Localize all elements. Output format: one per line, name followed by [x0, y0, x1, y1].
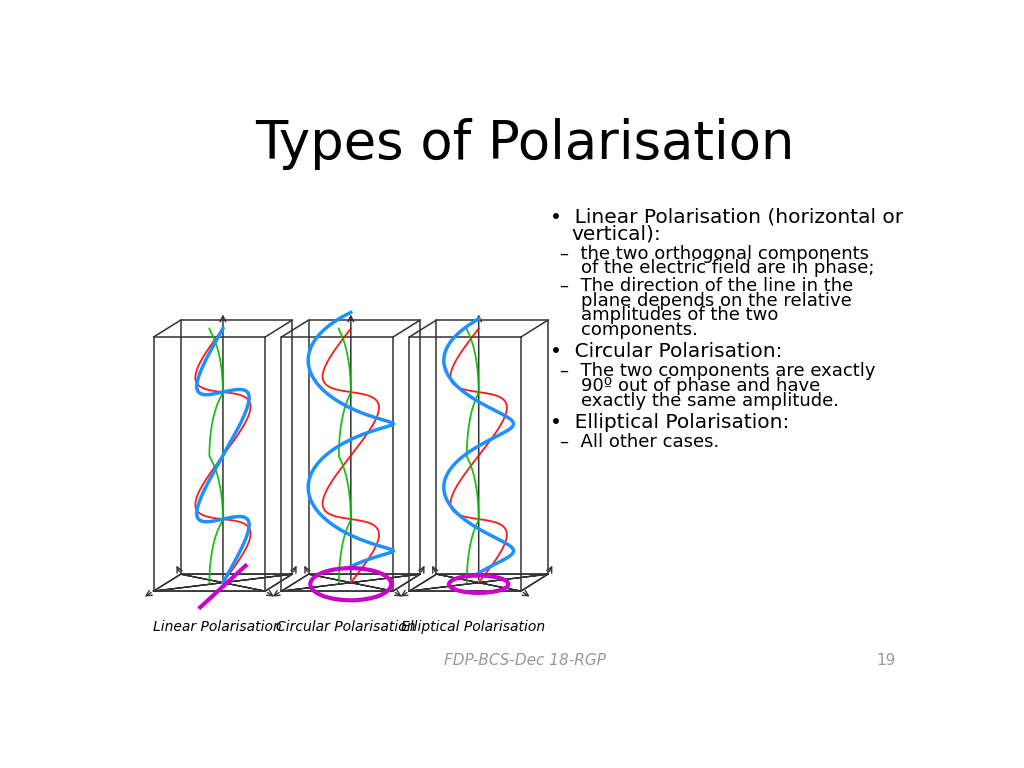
Text: Elliptical Polarisation: Elliptical Polarisation	[401, 621, 546, 634]
Text: –  the two orthogonal components: – the two orthogonal components	[560, 245, 869, 263]
Text: Circular Polarisation: Circular Polarisation	[275, 621, 415, 634]
Text: •  Elliptical Polarisation:: • Elliptical Polarisation:	[550, 413, 790, 432]
Text: •  Circular Polarisation:: • Circular Polarisation:	[550, 343, 783, 362]
Text: vertical):: vertical):	[571, 224, 662, 243]
Text: –  The two components are exactly: – The two components are exactly	[560, 362, 876, 380]
Text: exactly the same amplitude.: exactly the same amplitude.	[581, 392, 839, 409]
Text: Linear Polarisation: Linear Polarisation	[154, 621, 282, 634]
Text: amplitudes of the two: amplitudes of the two	[581, 306, 778, 324]
Text: plane depends on the relative: plane depends on the relative	[581, 292, 851, 310]
Text: 19: 19	[876, 653, 895, 668]
Text: components.: components.	[581, 321, 697, 339]
Text: FDP-BCS-Dec 18-RGP: FDP-BCS-Dec 18-RGP	[443, 653, 606, 668]
Text: Types of Polarisation: Types of Polarisation	[255, 118, 795, 170]
Text: of the electric field are in phase;: of the electric field are in phase;	[581, 260, 874, 277]
Text: –  The direction of the line in the: – The direction of the line in the	[560, 277, 854, 295]
Text: 90º out of phase and have: 90º out of phase and have	[581, 377, 820, 395]
Text: –  All other cases.: – All other cases.	[560, 433, 720, 452]
Text: •  Linear Polarisation (horizontal or: • Linear Polarisation (horizontal or	[550, 207, 903, 227]
